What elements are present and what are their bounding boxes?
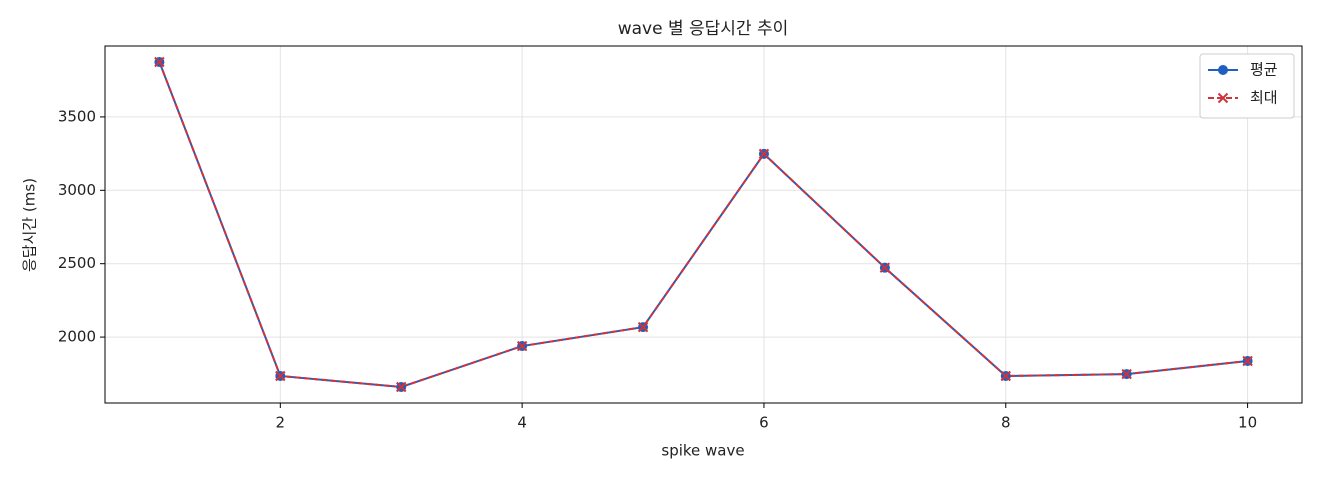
marker xyxy=(1121,368,1132,380)
x-tick-label: 4 xyxy=(517,414,527,432)
marker xyxy=(396,381,407,393)
x-tick-label: 6 xyxy=(759,414,769,432)
marker xyxy=(1217,92,1229,104)
legend-box xyxy=(1199,53,1295,119)
x-tick-label: 10 xyxy=(1238,414,1257,432)
marker xyxy=(637,321,649,333)
series-line xyxy=(158,61,1248,389)
marker xyxy=(1218,65,1228,75)
y-tick-label: 2000 xyxy=(58,328,96,346)
legend-label: 평균 xyxy=(1250,61,1278,79)
x-tick-label: 8 xyxy=(1001,414,1011,432)
x-axis-label: spike wave xyxy=(661,442,744,460)
marker xyxy=(1242,355,1253,367)
marker xyxy=(516,340,528,352)
marker xyxy=(879,262,891,273)
y-tick-label: 3500 xyxy=(58,107,96,125)
chart-title: wave 별 응답시간 추이 xyxy=(618,19,789,39)
marker xyxy=(758,148,770,160)
plot-frame xyxy=(104,45,1303,404)
x-tick-label: 2 xyxy=(276,414,286,432)
y-axis-label: 응답시간 (ms) xyxy=(21,178,39,272)
marker xyxy=(154,56,165,68)
marker xyxy=(1000,370,1011,382)
series-line xyxy=(158,61,1248,389)
marker xyxy=(275,370,286,382)
legend-label: 최대 xyxy=(1250,89,1278,107)
y-tick-label: 3000 xyxy=(58,181,96,199)
y-tick-label: 2500 xyxy=(58,254,96,272)
